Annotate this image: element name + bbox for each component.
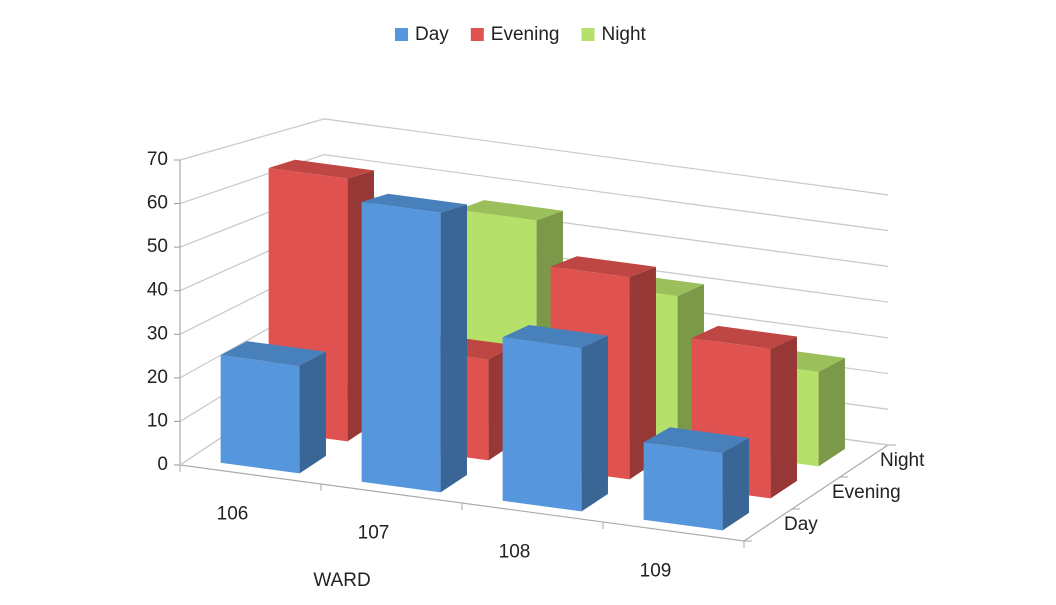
bar-front [643, 442, 723, 531]
bar [502, 325, 608, 512]
x-tick-label: 108 [499, 542, 531, 563]
grid-line [179, 154, 889, 232]
y-tick-label: 30 [147, 323, 168, 344]
y-tick-label: 20 [147, 367, 168, 388]
bar-side [299, 351, 326, 474]
bar-side [440, 204, 467, 493]
bar-top [643, 427, 749, 453]
bar-side [722, 437, 749, 531]
y-tick-label: 40 [147, 280, 168, 301]
y-tick-label: 70 [147, 149, 168, 170]
bar-top [691, 325, 797, 349]
bar-side [770, 336, 797, 499]
bar-side [629, 266, 656, 480]
bar-side [818, 357, 845, 467]
z-tick-label: Evening [832, 482, 901, 503]
legend-label: Day [415, 24, 449, 45]
legend: Day Evening Night [395, 24, 647, 45]
legend-label: Evening [491, 24, 560, 45]
bar-top [550, 256, 656, 278]
bars [220, 159, 845, 531]
bar-top [220, 341, 326, 366]
y-tick-label: 50 [147, 236, 168, 257]
x-tick-label: 107 [358, 523, 390, 544]
bar-side [581, 335, 608, 512]
bar [643, 427, 749, 531]
x-axis-title: WARD [313, 570, 370, 591]
legend-label: Night [601, 24, 646, 45]
bar-front [502, 337, 582, 512]
bar-front [220, 355, 300, 474]
bar [220, 341, 326, 474]
labels: 0 10 20 30 40 50 60 70 106 107 108 109 WARD Day Evenin… [147, 149, 925, 591]
bar-top [502, 325, 608, 348]
bar-top [457, 200, 563, 221]
bar [691, 325, 797, 499]
legend-swatch [581, 28, 595, 41]
bar-top [268, 159, 374, 179]
y-tick-label: 0 [157, 454, 168, 475]
bar-front [361, 201, 441, 493]
x-tick-label: 109 [640, 561, 672, 582]
z-tick-label: Day [784, 514, 818, 535]
bar [361, 193, 467, 493]
legend-swatch [395, 28, 408, 41]
z-tick-label: Night [880, 450, 925, 471]
bar-top [361, 193, 467, 213]
y-tick-label: 10 [147, 410, 168, 431]
grid-line [179, 118, 889, 196]
y-tick-label: 60 [147, 193, 168, 214]
x-tick-label: 106 [217, 504, 249, 525]
legend-swatch [470, 28, 484, 41]
